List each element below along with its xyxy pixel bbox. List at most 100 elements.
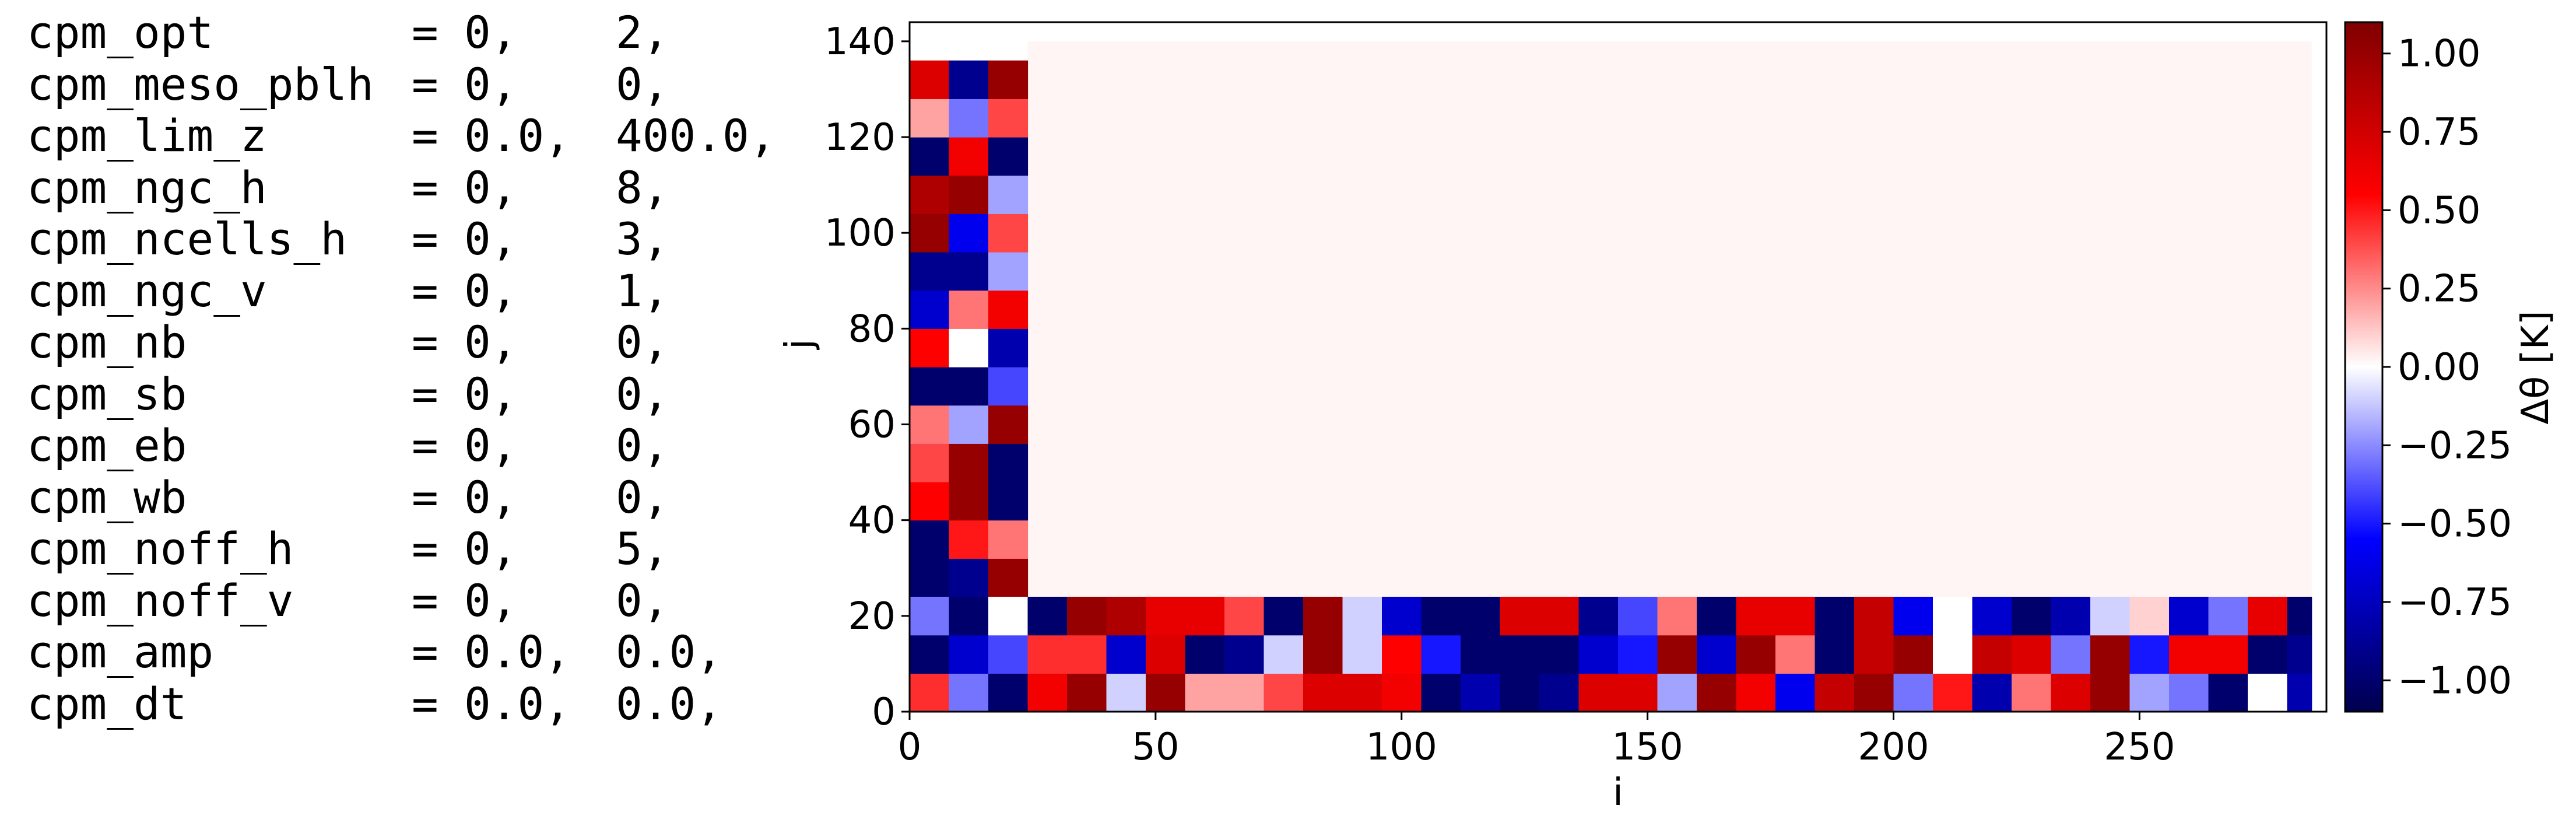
param-value-2: 0,: [616, 471, 669, 523]
heatmap-cell: [1736, 673, 1776, 712]
heatmap-cell: [1146, 597, 1186, 636]
param-value-1: 0.0,: [464, 626, 571, 678]
heatmap-cell: [1815, 673, 1855, 712]
heatmap-cell: [1067, 635, 1107, 674]
heatmap-cell: [949, 405, 989, 444]
param-name: cpm_lim_z: [27, 110, 267, 162]
heatmap-cell: [2090, 673, 2131, 712]
param-name: cpm_sb: [27, 368, 187, 420]
param-value-2: 0,: [616, 316, 669, 368]
heatmap-cell: [2090, 597, 2131, 636]
heatmap-cell: [949, 520, 989, 559]
heatmap-cell: [1342, 673, 1382, 712]
heatmap-cell: [2169, 635, 2209, 674]
heatmap-cell: [1342, 635, 1382, 674]
x-tick-label: 150: [1612, 726, 1683, 769]
heatmap-cell: [1146, 673, 1186, 712]
heatmap-cell: [1106, 635, 1146, 674]
heatmap-cell: [1854, 673, 1894, 712]
heatmap-cell: [988, 520, 1029, 559]
heatmap-cell: [1972, 597, 2012, 636]
heatmap-cell: [1539, 673, 1580, 712]
heatmap-cell: [988, 673, 1029, 712]
heatmap-cell: [1224, 673, 1265, 712]
heatmap-cell: [1421, 597, 1461, 636]
heatmap-cell: [910, 367, 950, 406]
heatmap-cell: [2129, 635, 2170, 674]
param-value-1: 0,: [464, 419, 518, 471]
param-value-2: 0.0,: [616, 677, 723, 730]
heatmap-cell: [949, 252, 989, 291]
heatmap-cell: [1185, 673, 1225, 712]
param-value-1: 0,: [464, 161, 518, 214]
heatmap-cell: [1815, 635, 1855, 674]
heatmap-cell: [1382, 635, 1422, 674]
heatmap-cell: [1933, 597, 1973, 636]
heatmap-cell: [988, 635, 1029, 674]
heatmap-cell: [1421, 635, 1461, 674]
param-value-2: 0,: [616, 419, 669, 471]
heatmap-cell: [1539, 635, 1580, 674]
param-equals: =: [412, 419, 438, 471]
heatmap-cell: [1736, 635, 1776, 674]
heatmap-cell: [949, 328, 989, 368]
heatmap-cell: [2287, 635, 2312, 674]
heatmap-cell: [1185, 597, 1225, 636]
heatmap-cell: [1697, 597, 1737, 636]
y-tick-label: 20: [848, 595, 896, 638]
param-row: cpm_ngc_v = 0, 1,: [27, 265, 802, 317]
heatmap-cell: [949, 443, 989, 482]
param-value-1: 0,: [464, 574, 518, 626]
heatmap-cell: [1736, 597, 1776, 636]
param-name: cpm_opt: [27, 6, 214, 58]
heatmap-cell: [1775, 673, 1816, 712]
heatmap-cell: [910, 290, 950, 329]
param-value-1: 0,: [464, 368, 518, 420]
heatmap-cell: [1106, 597, 1146, 636]
heatmap-cell: [988, 214, 1029, 253]
heatmap-cell: [988, 482, 1029, 521]
heatmap-cell: [2208, 673, 2248, 712]
param-equals: =: [412, 677, 438, 730]
heatmap-cell: [949, 60, 989, 99]
y-tick-label: 80: [848, 307, 896, 351]
heatmap-cell: [2129, 673, 2170, 712]
heatmap-cell: [1224, 635, 1265, 674]
param-equals: =: [412, 368, 438, 420]
param-value-2: 0,: [616, 574, 669, 626]
param-row: cpm_eb = 0, 0,: [27, 419, 802, 472]
param-row: cpm_wb = 0, 0,: [27, 471, 802, 524]
x-tick-label: 50: [1132, 726, 1179, 769]
heatmap-cell: [988, 328, 1029, 368]
param-name: cpm_nb: [27, 316, 187, 368]
heatmap-cell: [910, 328, 950, 368]
heatmap-cell: [1697, 673, 1737, 712]
heatmap-cell: [910, 520, 950, 559]
param-equals: =: [412, 471, 438, 523]
heatmap-cell: [1578, 597, 1619, 636]
heatmap-cell: [1815, 597, 1855, 636]
param-value-1: 0,: [464, 58, 518, 110]
heatmap-cell: [1027, 597, 1068, 636]
heatmap-cell: [1342, 597, 1382, 636]
heatmap-cell: [988, 60, 1029, 99]
heatmap-cell: [910, 558, 950, 597]
heatmap-cell: [2012, 597, 2052, 636]
heatmap-cell: [2287, 673, 2312, 712]
heatmap-cell: [2169, 673, 2209, 712]
heatmap-cell: [1027, 635, 1068, 674]
heatmap-cell: [949, 558, 989, 597]
heatmap-cell: [949, 482, 989, 521]
heatmap-cell: [1578, 673, 1619, 712]
y-tick-label: 60: [848, 404, 896, 447]
heatmap-cell: [2012, 635, 2052, 674]
heatmap-cell: [988, 405, 1029, 444]
colorbar-tick-label: 0.75: [2398, 111, 2481, 154]
param-name: cpm_meso_pblh: [27, 58, 374, 110]
param-row: cpm_noff_v = 0, 0,: [27, 575, 802, 627]
param-row: cpm_opt = 0, 2,: [27, 6, 802, 59]
heatmap-cell: [1461, 597, 1501, 636]
param-value-2: 8,: [616, 161, 669, 214]
heatmap-cell: [2129, 597, 2170, 636]
